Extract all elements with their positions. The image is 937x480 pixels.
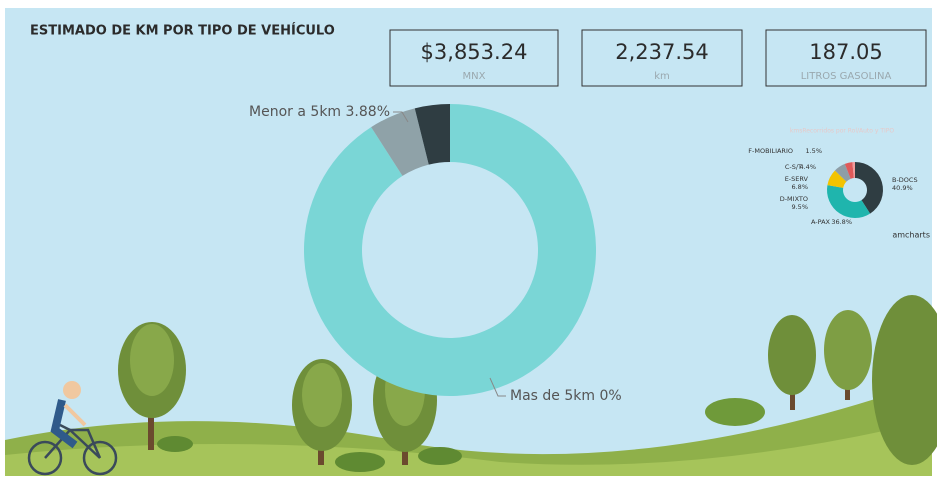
kpi-value: $3,853.24	[421, 40, 528, 64]
kpi-unit: km	[654, 71, 670, 82]
slice-label: F-MOBILIARIO	[748, 147, 793, 155]
chart-title: kmsRecorridos por Rol/Auto y TIPO	[790, 128, 894, 135]
annotation: Mas de 5km 0%	[510, 388, 622, 404]
kpi-value: 187.05	[809, 40, 882, 64]
pie-slice	[371, 108, 429, 176]
hill-front	[5, 420, 932, 476]
kpi-box	[389, 29, 559, 87]
slice-value: 6.8%	[791, 183, 808, 191]
slice-label: C-S/T	[785, 163, 802, 171]
slice-value: 40.9%	[892, 184, 913, 192]
watermark: amcharts	[892, 231, 930, 240]
pie-slice	[855, 162, 884, 214]
kpi-box	[765, 29, 927, 87]
leader-line	[393, 111, 409, 123]
leader-line	[489, 377, 506, 397]
pie-slice	[827, 170, 847, 188]
pie-slice	[827, 185, 871, 218]
pie-slice	[414, 104, 450, 165]
slice-value: 9.5%	[791, 203, 808, 211]
kpi-box	[581, 29, 743, 87]
slice-value: 4.4%	[799, 163, 816, 171]
slice-label: B-DOCS	[892, 176, 918, 184]
slice-label: E-SERV	[785, 175, 809, 183]
cyclist	[27, 381, 118, 476]
slice-value: 1.5%	[805, 147, 822, 155]
pie-slice	[834, 163, 851, 182]
pie-slice	[303, 104, 596, 396]
slice-label: D-MIXTO	[780, 195, 808, 203]
annotation: Menor a 5km 3.88%	[249, 104, 390, 120]
pie-slice	[852, 162, 855, 179]
slice-label: A-PAX	[811, 218, 831, 226]
kpi-unit: MNX	[463, 71, 486, 82]
page-title: ESTIMADO DE KM POR TIPO DE VEHÍCULO	[30, 23, 335, 39]
slice-value: 36.8%	[831, 218, 852, 226]
kpi-unit: LITROS GASOLINA	[801, 71, 892, 82]
pie-slice	[844, 162, 854, 179]
kpi-value: 2,237.54	[615, 40, 709, 64]
